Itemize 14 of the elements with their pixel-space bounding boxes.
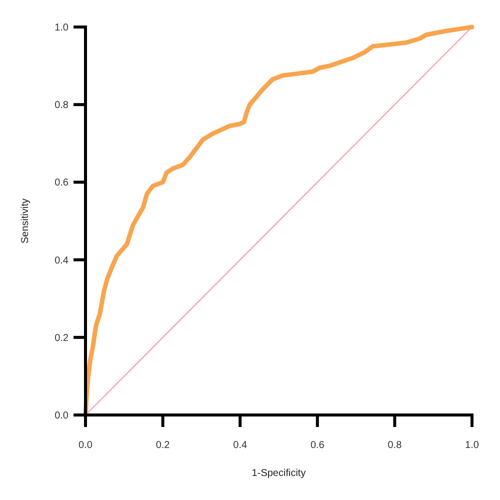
x-tick-label: 0.6 (310, 440, 325, 451)
x-tick-label: 0.8 (388, 440, 402, 451)
y-axis-title: Sensitivity (20, 198, 31, 244)
y-tick-label: 1.0 (54, 22, 69, 34)
x-tick-label: 0.4 (233, 440, 248, 451)
y-tick-label: 0.4 (54, 255, 69, 266)
x-tick-label: 1.0 (465, 440, 480, 451)
y-tick-label: 0.8 (54, 100, 69, 112)
y-tick-label: 0.2 (54, 332, 69, 344)
x-tick-label: 0.0 (78, 440, 93, 451)
x-tick-label: 0.2 (156, 440, 170, 451)
y-tick-label: 0.0 (54, 410, 69, 422)
x-axis-title: 1-Specificity (252, 468, 306, 479)
y-tick-label: 0.6 (54, 178, 69, 189)
